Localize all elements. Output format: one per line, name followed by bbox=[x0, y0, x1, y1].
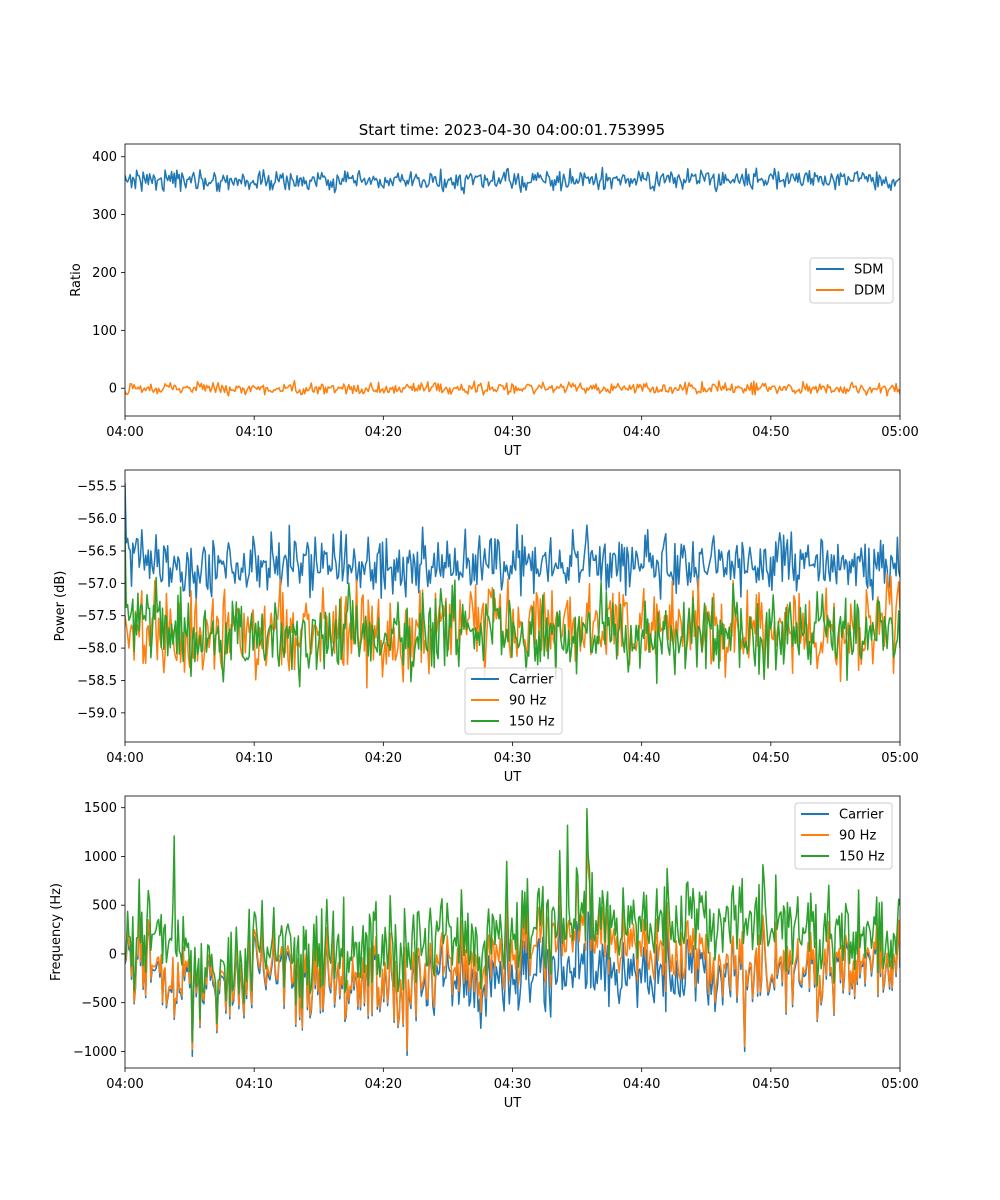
x-tick-label: 04:20 bbox=[365, 1077, 402, 1092]
x-tick-label: 04:10 bbox=[235, 425, 272, 440]
y-tick-label: −57.0 bbox=[77, 577, 117, 592]
figure-title: Start time: 2023-04-30 04:00:01.753995 bbox=[359, 121, 665, 139]
legend-label: DDM bbox=[854, 284, 885, 299]
legend: Carrier 90 Hz 150 Hz bbox=[464, 667, 563, 735]
y-tick-label: −500 bbox=[81, 996, 117, 1011]
y-tick-label: −56.0 bbox=[77, 512, 117, 527]
legend: Carrier 90 Hz 150 Hz bbox=[794, 802, 893, 870]
x-tick-label: 04:00 bbox=[106, 751, 143, 766]
chart-panel-3: 04:00 04:10 04:20 04:30 04:40 04:50 05:00 −1000… bbox=[49, 795, 919, 1111]
x-tick-label: 04:50 bbox=[752, 425, 789, 440]
y-tick-label: 0 bbox=[109, 382, 117, 397]
legend-box bbox=[464, 667, 563, 735]
y-tick-label: −56.5 bbox=[77, 544, 117, 559]
x-tick-label: 04:50 bbox=[752, 1077, 789, 1092]
series-line-150-hz bbox=[125, 807, 900, 1043]
y-tick-label: −57.5 bbox=[77, 609, 117, 624]
chart-panel-1: 04:00 04:10 04:20 04:30 04:40 04:50 05:00 0 100 2… bbox=[69, 143, 919, 459]
x-tick-label: 05:00 bbox=[881, 425, 918, 440]
chart-panel-2: 04:00 04:10 04:20 04:30 04:40 04:50 05:00 −59.0… bbox=[53, 469, 919, 785]
y-tick-label: 400 bbox=[92, 150, 117, 165]
legend-box bbox=[794, 802, 893, 870]
x-tick-label: 04:00 bbox=[106, 425, 143, 440]
legend-label: Carrier bbox=[509, 673, 554, 688]
chart-panels: 04:00 04:10 04:20 04:30 04:40 04:50 05:00 0 100 2… bbox=[49, 143, 919, 1111]
x-tick-label: 04:00 bbox=[106, 1077, 143, 1092]
legend-label: 150 Hz bbox=[509, 715, 555, 730]
y-axis-label: Frequency (Hz) bbox=[49, 883, 64, 981]
y-axis-label: Ratio bbox=[69, 263, 84, 296]
x-tick-label: 04:40 bbox=[623, 1077, 660, 1092]
x-tick-label: 04:40 bbox=[623, 751, 660, 766]
y-axis-label: Power (dB) bbox=[53, 571, 68, 642]
y-tick-label: −58.5 bbox=[77, 674, 117, 689]
y-tick-label: 1000 bbox=[84, 850, 117, 865]
series-line-150-hz bbox=[125, 531, 900, 688]
series-line-90-hz bbox=[125, 836, 900, 1052]
x-tick-label: 04:40 bbox=[623, 425, 660, 440]
x-tick-label: 04:20 bbox=[365, 425, 402, 440]
y-tick-label: −58.0 bbox=[77, 642, 117, 657]
series-line-carrier bbox=[125, 482, 900, 603]
y-tick-label: 300 bbox=[92, 208, 117, 223]
x-axis-label: UT bbox=[504, 444, 522, 459]
x-tick-label: 04:10 bbox=[235, 1077, 272, 1092]
x-tick-label: 05:00 bbox=[881, 751, 918, 766]
x-tick-label: 04:30 bbox=[494, 425, 531, 440]
legend-label: 90 Hz bbox=[509, 694, 546, 709]
y-tick-label: −55.5 bbox=[77, 480, 117, 495]
x-tick-label: 05:00 bbox=[881, 1077, 918, 1092]
legend-label: SDM bbox=[854, 263, 883, 278]
plot-area bbox=[125, 807, 900, 1058]
legend-label: 150 Hz bbox=[839, 850, 885, 865]
y-tick-label: 100 bbox=[92, 324, 117, 339]
y-tick-label: 200 bbox=[92, 266, 117, 281]
x-tick-label: 04:30 bbox=[494, 751, 531, 766]
x-axis-label: UT bbox=[504, 1096, 522, 1111]
y-tick-label: 1500 bbox=[84, 801, 117, 816]
y-tick-label: −1000 bbox=[73, 1045, 117, 1060]
legend-label: Carrier bbox=[839, 808, 884, 823]
series-line-sdm bbox=[125, 166, 900, 195]
legend: SDM DDM bbox=[809, 257, 894, 304]
x-tick-label: 04:50 bbox=[752, 751, 789, 766]
x-tick-label: 04:20 bbox=[365, 751, 402, 766]
plot-area bbox=[125, 166, 900, 397]
series-line-ddm bbox=[125, 380, 900, 397]
y-tick-label: 0 bbox=[109, 947, 117, 962]
y-tick-label: −59.0 bbox=[77, 706, 117, 721]
x-axis-label: UT bbox=[504, 770, 522, 785]
y-tick-label: 500 bbox=[92, 899, 117, 914]
legend-label: 90 Hz bbox=[839, 829, 876, 844]
x-tick-label: 04:30 bbox=[494, 1077, 531, 1092]
x-tick-label: 04:10 bbox=[235, 751, 272, 766]
plot-area bbox=[125, 482, 900, 689]
